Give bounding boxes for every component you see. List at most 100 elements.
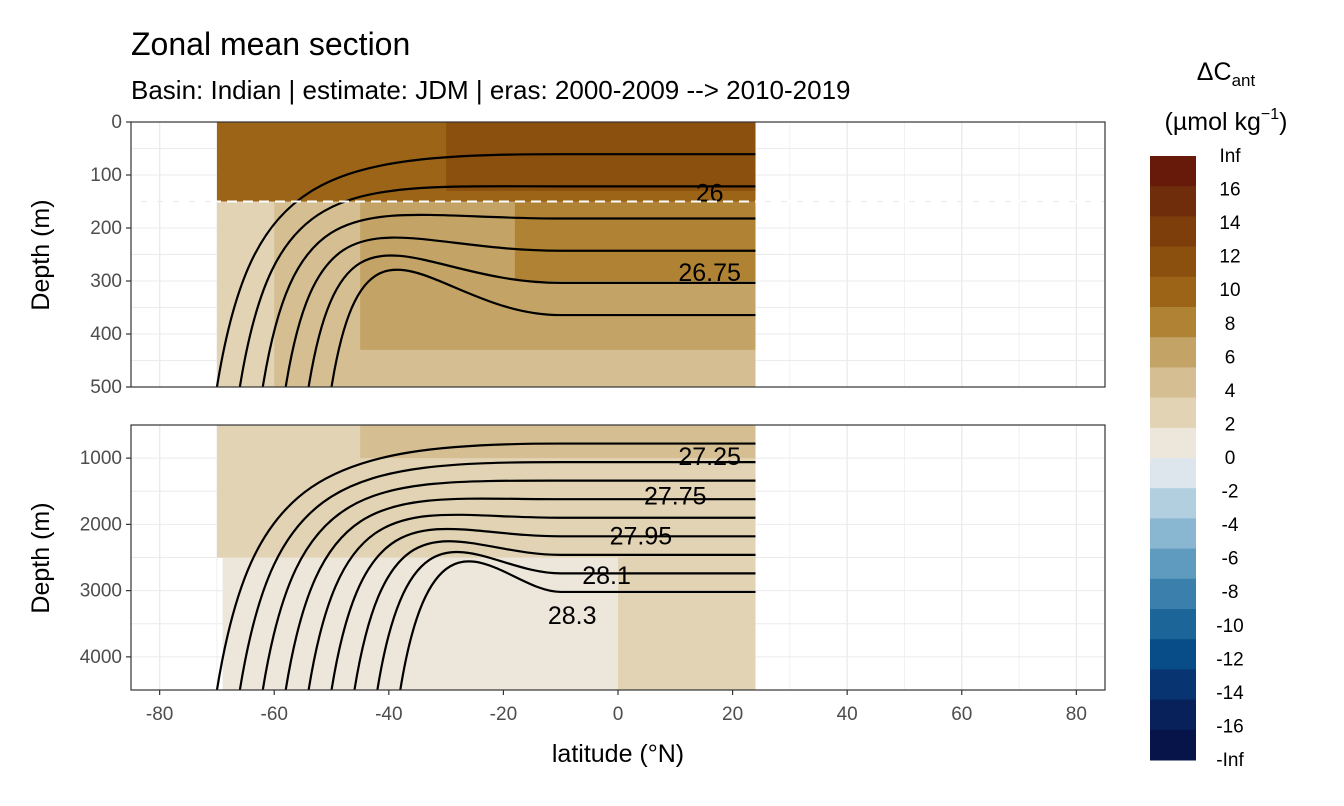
colorbar-bin xyxy=(1150,609,1196,640)
legend-units: (µmol kg−1) xyxy=(1165,106,1288,136)
region-surface-core xyxy=(446,122,756,191)
y-tick-label: 300 xyxy=(90,271,122,292)
colorbar-label: -16 xyxy=(1216,716,1243,737)
colorbar-bin xyxy=(1150,307,1196,338)
legend-units-exp: −1 xyxy=(1261,106,1279,123)
x-tick-label: 80 xyxy=(1066,704,1087,725)
contour-line xyxy=(399,560,756,690)
colorbar-label: -6 xyxy=(1222,549,1239,570)
chart-title: Zonal mean section xyxy=(131,26,410,62)
x-tick-label: 40 xyxy=(837,704,858,725)
colorbar-bin xyxy=(1150,246,1196,278)
colorbar-bin xyxy=(1150,578,1196,610)
colorbar-label: 0 xyxy=(1225,448,1236,469)
legend-units-close: ) xyxy=(1279,108,1287,136)
x-tick-label: -20 xyxy=(490,704,517,725)
colorbar-bin xyxy=(1150,367,1196,399)
x-tick-label: 60 xyxy=(951,704,972,725)
lower-panel: 27.25 27.75 27.95 28.1 28.3 1000 2000 3000 4000 xyxy=(80,424,1106,691)
colorbar-bin xyxy=(1150,337,1196,368)
y-tick-label: 2000 xyxy=(80,514,122,535)
contour-line xyxy=(330,527,756,690)
colorbar-bin xyxy=(1150,458,1196,489)
y-tick-label: 3000 xyxy=(80,581,122,602)
legend-title: ΔCant xyxy=(1197,58,1256,90)
x-tick-label: 20 xyxy=(722,704,743,725)
y-tick-label: 500 xyxy=(90,377,122,398)
colorbar-label: 10 xyxy=(1219,280,1240,301)
y-tick-label: 0 xyxy=(111,112,122,133)
contour-label: 27.25 xyxy=(678,443,741,471)
colorbar-bin xyxy=(1150,518,1196,550)
x-tick-label: -80 xyxy=(146,704,173,725)
contour-line xyxy=(376,550,756,690)
contour-label: 27.95 xyxy=(610,522,673,550)
contour-line xyxy=(238,185,756,387)
contour-line xyxy=(215,153,756,387)
contour-label: 26.75 xyxy=(678,259,741,287)
y-tick-label: 4000 xyxy=(80,647,122,668)
contour-label: 26 xyxy=(696,180,724,208)
colorbar-bin xyxy=(1150,186,1196,217)
colorbar-label: 4 xyxy=(1225,381,1236,402)
chart-subtitle: Basin: Indian | estimate: JDM | eras: 20… xyxy=(131,75,851,105)
colorbar-label: 2 xyxy=(1225,414,1236,435)
legend-title-sub: ant xyxy=(1232,71,1256,90)
y-tick-label: 400 xyxy=(90,324,122,345)
colorbar-bin xyxy=(1150,729,1196,761)
colorbar-bin xyxy=(1150,699,1196,731)
contour-label: 28.1 xyxy=(582,562,631,590)
contour-line xyxy=(284,236,756,387)
x-axis: -80 -60 -40 -20 0 20 40 60 80 xyxy=(146,690,1087,725)
contour-line xyxy=(330,268,756,387)
colorbar-label: -12 xyxy=(1216,649,1243,670)
contour-lines xyxy=(215,153,756,387)
y-tick-label: 1000 xyxy=(80,448,122,469)
contour-line xyxy=(238,461,756,690)
colorbar-label: -10 xyxy=(1216,616,1243,637)
colorbar-bin xyxy=(1150,639,1196,670)
colorbar-bin xyxy=(1150,276,1196,308)
panel-border xyxy=(130,121,1106,388)
colorbar-label: 6 xyxy=(1225,347,1236,368)
colorbar-label: Inf xyxy=(1219,146,1241,167)
contour-line xyxy=(261,213,756,387)
upper-panel: 26 26.75 0 100 200 300 400 500 xyxy=(90,112,1106,398)
colorbar-bin xyxy=(1150,669,1196,701)
colorbar-label: -Inf xyxy=(1216,750,1244,771)
colorbar-label: 14 xyxy=(1219,213,1241,234)
colorbar-bin xyxy=(1150,156,1196,187)
region-deep-north xyxy=(618,557,756,690)
colorbar-label: 8 xyxy=(1225,314,1236,335)
contour-line xyxy=(307,254,756,387)
colorbar-legend: ΔCant (µmol kg−1) Inf 16 14 12 10 8 6 4 2 0 -2 -4 -6… xyxy=(1150,58,1287,771)
colorbar-label: 12 xyxy=(1219,247,1240,268)
y-tick-label: 100 xyxy=(90,165,122,186)
contour-label: 28.3 xyxy=(548,602,597,630)
y-axis-title-lower: Depth (m) xyxy=(27,502,55,613)
colorbar-bin xyxy=(1150,427,1196,459)
colorbar-label: -4 xyxy=(1222,515,1239,536)
region-subsurface-north xyxy=(514,201,756,281)
y-axis-title-upper: Depth (m) xyxy=(27,199,55,310)
contour-line xyxy=(284,497,756,690)
x-tick-label: 0 xyxy=(613,704,624,725)
contour-line xyxy=(353,540,756,690)
colorbar-label: -2 xyxy=(1222,482,1239,503)
x-axis-title: latitude (°N) xyxy=(552,740,684,768)
x-tick-label: -60 xyxy=(261,704,288,725)
contour-label: 27.75 xyxy=(644,483,707,511)
y-tick-label: 200 xyxy=(90,218,122,239)
contour-line xyxy=(215,442,756,690)
contour-line xyxy=(307,513,756,690)
colorbar-bin xyxy=(1150,488,1196,519)
contour-lines xyxy=(215,442,756,690)
x-tick-label: -40 xyxy=(375,704,402,725)
colorbar-bin xyxy=(1150,397,1196,429)
region-upper-intermediate xyxy=(360,425,756,459)
legend-units-main: (µmol kg xyxy=(1165,108,1261,136)
contour-line xyxy=(261,479,756,690)
colorbar-label: 16 xyxy=(1219,180,1240,201)
filled-contours xyxy=(216,122,756,387)
